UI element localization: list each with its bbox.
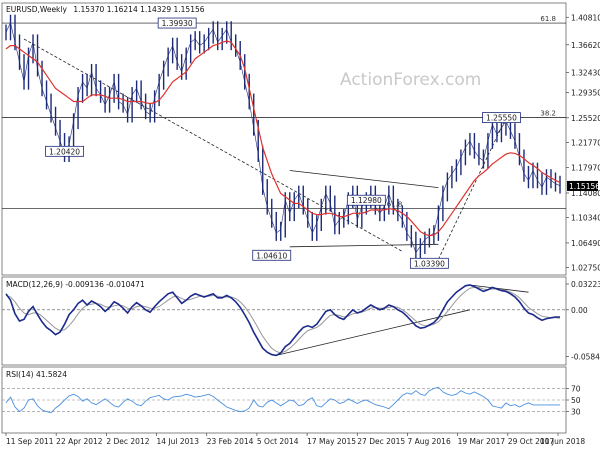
price-series-ma	[5, 40, 561, 237]
price-annotation-box-1	[45, 145, 84, 157]
price-panel	[1, 2, 567, 276]
x-tick-label-4: 23 Feb 2014	[207, 437, 254, 446]
price-ytick-label-4: 1.25520	[571, 114, 600, 123]
price-trendline-1	[289, 243, 439, 248]
price-annotation-1: 1.20420	[49, 147, 80, 156]
price-annotation-box-4	[252, 249, 292, 261]
macd-series-macd	[5, 284, 560, 357]
macd-panel	[1, 276, 567, 366]
macd-ytick-label-0: 0.032235	[571, 280, 600, 289]
x-tick-label-0: 11 Sep 2011	[6, 437, 54, 446]
rsi-title: RSI(14) 41.5824	[6, 370, 67, 379]
x-tick-label-11: 10 Jun 2018	[540, 437, 585, 446]
price-panel-title: EURUSD,Weekly 1.15370 1.16214 1.14329 1.…	[6, 5, 205, 14]
price-ytick-label-7: 1.14080	[571, 189, 600, 198]
price-ytick-label-1: 1.36620	[571, 41, 600, 50]
price-ytick-label-8: 1.10340	[571, 214, 600, 223]
macd-title: MACD(12,26,9) -0.009136 -0.010471	[6, 280, 145, 289]
macd-ytick-label-2: -0.058434	[571, 353, 600, 362]
price-ytick-label-10: 1.02750	[571, 264, 600, 273]
macd-ytick-label-1: 0.00	[571, 306, 588, 315]
price-ytick-label-3: 1.29350	[571, 89, 600, 98]
x-tick-label-9: 19 Mar 2017	[458, 437, 506, 446]
price-annotation-2: 1.25550	[486, 114, 517, 123]
price-trendline-2	[289, 170, 439, 189]
macd-trendline-0	[276, 309, 471, 356]
x-tick-label-2: 2 Dec 2012	[106, 437, 149, 446]
price-annotation-box-0	[157, 17, 197, 29]
price-ytick-label-0: 1.40810	[571, 13, 600, 22]
price-series-price	[5, 21, 561, 254]
x-tick-label-8: 7 Aug 2016	[407, 437, 450, 446]
macd-trendline-1	[469, 284, 529, 293]
price-ytick-label-9: 1.06490	[571, 239, 600, 248]
current-price-badge	[567, 180, 598, 191]
macd-series-signal	[5, 286, 561, 354]
price-annotation-3: 1.12980	[351, 196, 382, 205]
price-ytick-label-6: 1.17970	[571, 163, 600, 172]
rsi-ytick-label-1: 50	[571, 396, 581, 405]
ohlc-readout: 1.15370 1.16214 1.14329 1.15156	[73, 5, 204, 14]
x-tick-label-6: 17 May 2015	[307, 437, 356, 446]
x-tick-label-1: 22 Apr 2012	[56, 437, 103, 446]
price-annotation-0: 1.39930	[162, 19, 193, 28]
fib-level-label-2: 61.8	[387, 201, 403, 209]
x-tick-label-10: 29 Oct 2017	[508, 437, 555, 446]
symbol-title: EURUSD,Weekly	[6, 5, 67, 14]
price-annotation-4: 1.04610	[256, 251, 287, 260]
fib-level-label-0: 61.8	[540, 15, 556, 23]
rsi-ytick-label-2: 30	[571, 408, 581, 417]
x-tick-label-3: 14 Jul 2013	[157, 437, 200, 446]
price-annotation-box-2	[482, 112, 521, 123]
rsi-ytick-label-0: 70	[571, 384, 581, 393]
x-tick-label-7: 27 Dec 2015	[357, 437, 405, 446]
price-trendline-3	[438, 117, 507, 260]
rsi-series	[5, 386, 560, 414]
x-tick-label-5: 5 Oct 2014	[257, 437, 299, 446]
watermark: ActionForex.com	[340, 70, 481, 90]
price-ytick-label-2: 1.32430	[571, 68, 600, 77]
price-annotation-box-3	[346, 194, 386, 206]
price-annotation-box-5	[409, 257, 449, 269]
current-price-label: 1.15156	[569, 182, 600, 191]
fib-level-label-1: 38.2	[540, 110, 556, 118]
price-annotation-5: 1.03390	[414, 259, 445, 268]
price-ytick-label-5: 1.21770	[571, 138, 600, 147]
